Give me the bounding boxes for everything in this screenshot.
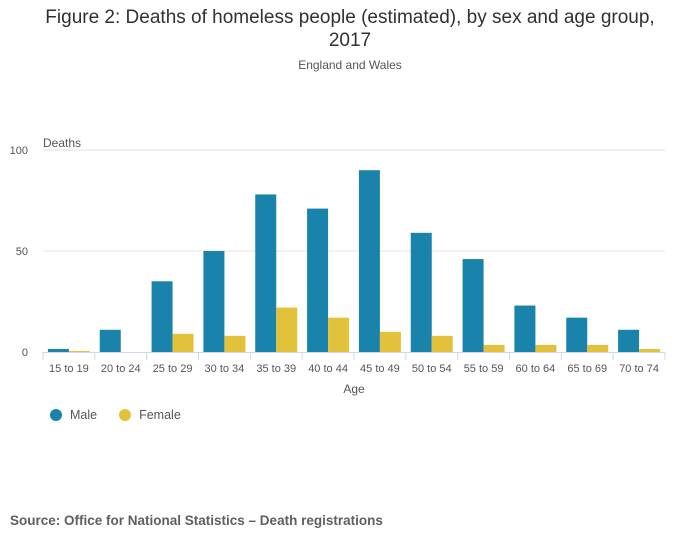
x-tick-label: 60 to 64 — [516, 363, 556, 375]
legend-marker-female — [119, 409, 132, 421]
bar-female-30-to-34[interactable] — [224, 335, 246, 352]
chart-title-line-2: 2017 — [328, 30, 372, 51]
bars — [47, 170, 661, 352]
x-tick-label: 30 to 34 — [205, 363, 245, 375]
chart-title-line-1: Figure 2: Deaths of homeless people (est… — [45, 7, 655, 28]
bar-female-60-to-64[interactable] — [535, 344, 557, 352]
x-tick-label: 50 to 54 — [412, 363, 452, 375]
x-axis: 15 to 19 20 to 24 25 to 29 30 to 34 35 to 39… — [42, 352, 666, 375]
bar-male-70-to-74[interactable] — [618, 329, 640, 352]
bar-male-55-to-59[interactable] — [462, 259, 484, 352]
bar-male-30-to-34[interactable] — [203, 251, 225, 352]
x-tick-label: 65 to 69 — [567, 363, 607, 375]
bar-male-60-to-64[interactable] — [514, 305, 536, 352]
x-axis-title: Age — [343, 382, 365, 396]
x-tick-label: 55 to 59 — [464, 363, 504, 375]
bar-female-70-to-74[interactable] — [639, 348, 661, 352]
x-tick-label: 20 to 24 — [101, 363, 141, 375]
y-tick-label: 50 — [16, 246, 28, 258]
x-tick-label: 25 to 29 — [153, 363, 193, 375]
bar-male-35-to-39[interactable] — [255, 194, 277, 352]
bar-female-45-to-49[interactable] — [379, 331, 401, 352]
y-tick-label: 100 — [10, 145, 28, 157]
legend-label-male: Male — [70, 408, 98, 422]
bar-male-40-to-44[interactable] — [307, 208, 329, 352]
x-tick-label: 70 to 74 — [619, 363, 659, 375]
legend-marker-male — [50, 409, 62, 421]
legend-item-female[interactable]: Female — [119, 408, 181, 422]
bar-male-50-to-54[interactable] — [410, 232, 432, 352]
source-note: Source: Office for National Statistics –… — [10, 513, 383, 528]
x-tick-label: 40 to 44 — [308, 363, 348, 375]
legend-label-female: Female — [139, 408, 181, 422]
y-axis-ticks: 0 50 100 — [10, 145, 28, 359]
chart-title: Figure 2: Deaths of homeless people (est… — [0, 6, 700, 52]
y-tick-label: 0 — [22, 347, 28, 359]
bar-female-55-to-59[interactable] — [483, 344, 505, 352]
bar-female-25-to-29[interactable] — [172, 333, 194, 352]
bar-female-15-to-19[interactable] — [68, 350, 90, 352]
bar-female-50-to-54[interactable] — [431, 335, 453, 352]
legend-item-male[interactable]: Male — [50, 408, 97, 422]
bar-male-25-to-29[interactable] — [151, 281, 173, 352]
legend: Male Female — [50, 408, 181, 422]
x-tick-label: 35 to 39 — [256, 363, 296, 375]
bar-male-65-to-69[interactable] — [566, 317, 588, 352]
bar-female-65-to-69[interactable] — [587, 344, 609, 352]
bar-chart: 0 50 100 Deaths 15 to 19 20 to 24 25 to 29 30… — [10, 136, 666, 396]
bar-male-45-to-49[interactable] — [358, 170, 380, 352]
chart-subtitle: England and Wales — [298, 58, 402, 72]
bar-male-20-to-24[interactable] — [99, 329, 121, 352]
bar-female-35-to-39[interactable] — [276, 307, 298, 352]
bar-female-40-to-44[interactable] — [328, 317, 350, 352]
bar-male-15-to-19[interactable] — [47, 348, 69, 352]
x-tick-label: 45 to 49 — [360, 363, 400, 375]
x-tick-label: 15 to 19 — [49, 363, 89, 375]
gridlines — [43, 149, 665, 252]
y-axis-title: Deaths — [43, 136, 81, 150]
